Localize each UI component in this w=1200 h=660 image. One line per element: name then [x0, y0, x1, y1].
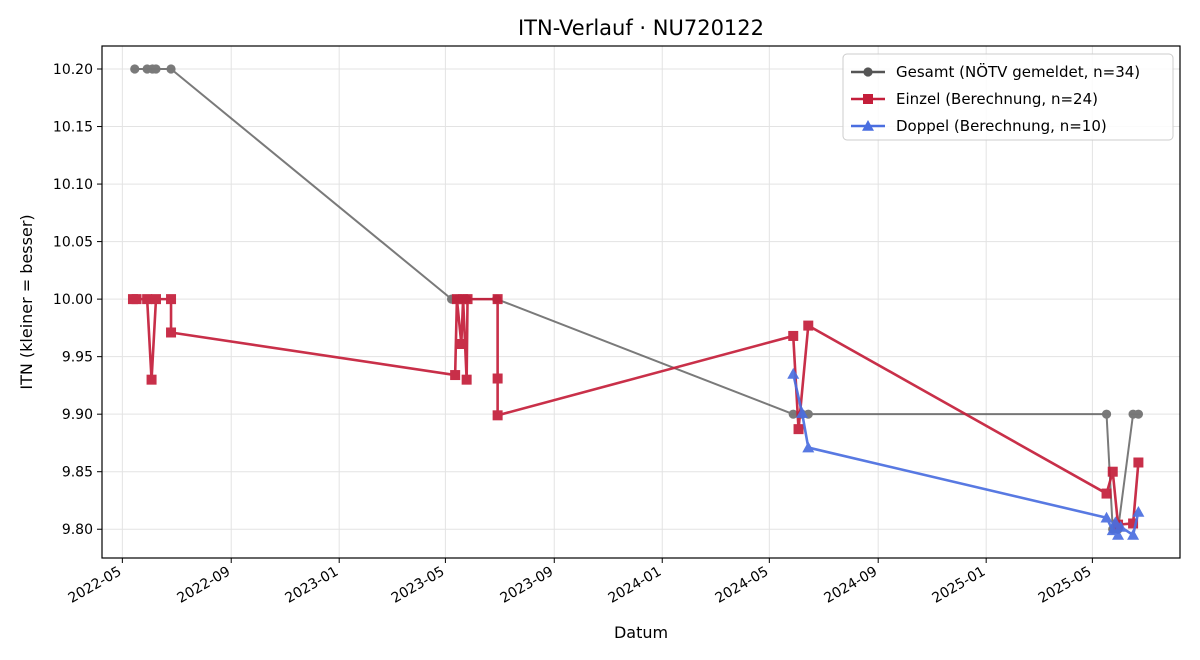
- legend-label-gesamt: Gesamt (NÖTV gemeldet, n=34): [896, 62, 1140, 81]
- data-point-einzel: [803, 320, 814, 331]
- data-point-einzel: [788, 330, 799, 341]
- data-point-einzel: [1133, 457, 1144, 468]
- data-point-gesamt: [166, 64, 176, 74]
- series-doppel: [787, 367, 1145, 540]
- data-point-einzel: [492, 373, 503, 384]
- data-point-gesamt: [130, 64, 140, 74]
- data-point-einzel: [142, 294, 153, 305]
- legend-marker-doppel: [862, 120, 874, 131]
- legend-label-doppel: Doppel (Berechnung, n=10): [896, 117, 1107, 135]
- data-point-einzel: [456, 338, 467, 349]
- y-tick-label: 10.15: [53, 120, 93, 136]
- series-layer: [127, 64, 1145, 540]
- legend: Gesamt (NÖTV gemeldet, n=34) Einzel (Bere…: [842, 53, 1174, 141]
- data-point-doppel: [787, 367, 800, 379]
- data-point-einzel: [1107, 466, 1118, 477]
- legend-label-einzel: Einzel (Berechnung, n=24): [896, 90, 1098, 108]
- data-point-einzel: [1101, 488, 1112, 499]
- data-point-doppel: [1112, 528, 1125, 540]
- data-point-einzel: [793, 424, 804, 435]
- grid: [102, 46, 1180, 558]
- data-point-gesamt: [1133, 409, 1144, 419]
- legend-marker-gesamt: [863, 67, 873, 77]
- data-point-einzel: [166, 327, 177, 338]
- y-tick-label: 10.20: [53, 62, 93, 78]
- data-point-doppel: [1109, 516, 1122, 528]
- y-tick-label: 10.05: [53, 235, 93, 251]
- data-point-doppel: [1100, 511, 1113, 523]
- data-point-einzel: [1128, 518, 1139, 529]
- data-point-doppel: [1106, 524, 1119, 536]
- y-tick-label: 10.00: [53, 292, 93, 308]
- y-tick-label: 10.10: [53, 177, 93, 193]
- data-point-doppel: [1132, 505, 1145, 517]
- data-point-doppel: [802, 441, 815, 453]
- data-point-einzel: [166, 294, 177, 305]
- data-point-einzel: [131, 294, 142, 305]
- data-point-einzel: [150, 294, 161, 305]
- y-axis-title: ITN (kleiner = besser): [17, 214, 36, 389]
- data-point-einzel: [451, 294, 462, 305]
- data-point-einzel: [450, 370, 461, 381]
- plot-frame: [101, 45, 1181, 559]
- data-point-einzel: [461, 374, 472, 385]
- data-point-doppel: [1127, 528, 1140, 540]
- data-point-gesamt: [1101, 409, 1112, 419]
- data-point-einzel: [492, 410, 503, 421]
- y-tick-label: 9.95: [62, 350, 93, 366]
- y-axis: 9.80 9.85 9.90 9.95 10.00 10.05 10.10 10.15 10.2…: [53, 62, 102, 538]
- data-point-doppel: [796, 407, 809, 418]
- y-tick-label: 9.80: [62, 522, 93, 538]
- chart-title: ITN-Verlauf · NU720122: [518, 16, 764, 40]
- y-tick-label: 9.85: [62, 465, 93, 481]
- data-point-gesamt: [788, 409, 798, 419]
- legend-marker-einzel: [863, 94, 873, 104]
- data-point-einzel: [492, 294, 503, 305]
- y-tick-label: 9.90: [62, 407, 93, 423]
- x-axis-title: Datum: [614, 623, 668, 642]
- data-point-einzel: [146, 374, 157, 385]
- legend-box: [842, 53, 1174, 141]
- data-point-doppel: [1114, 520, 1127, 532]
- data-point-gesamt: [151, 64, 161, 74]
- data-point-einzel: [462, 294, 473, 305]
